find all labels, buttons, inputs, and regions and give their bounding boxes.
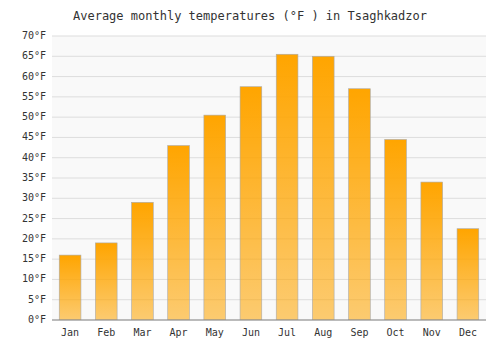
x-tick-label: Aug	[314, 327, 332, 338]
grid-line	[52, 157, 486, 158]
bar	[276, 54, 298, 320]
bar	[385, 139, 407, 320]
x-tick-label: Dec	[459, 327, 477, 338]
y-axis: 0°F 5°F 10°F 15°F 20°F 25°F 30°F 35°F 40°F 45°F 50…	[22, 30, 46, 325]
bar	[204, 115, 226, 320]
x-axis: Jan Feb Mar Apr May Jun Jul Aug Sep Oct Nov Dec	[52, 320, 486, 338]
x-tick-label: Sep	[350, 327, 368, 338]
y-tick-label: 40°F	[22, 152, 46, 163]
x-axis-line	[52, 320, 486, 321]
plot-background	[52, 36, 486, 320]
y-tick-label: 35°F	[22, 172, 46, 183]
grid-line	[52, 178, 486, 179]
x-tick-label: Apr	[170, 327, 188, 338]
y-tick-label: 20°F	[22, 233, 46, 244]
grid-line	[52, 96, 486, 97]
bar	[59, 255, 81, 320]
y-tick-label: 60°F	[22, 71, 46, 82]
grid-line	[52, 76, 486, 77]
y-tick-label: 15°F	[22, 253, 46, 264]
y-tick-label: 0°F	[28, 314, 46, 325]
y-tick-label: 25°F	[22, 213, 46, 224]
bar	[312, 56, 334, 320]
bar	[240, 87, 262, 320]
y-tick-label: 5°F	[28, 294, 46, 305]
chart: 0°F 5°F 10°F 15°F 20°F 25°F 30°F 35°F 40°F 45°F 50…	[0, 0, 500, 350]
y-tick-label: 50°F	[22, 111, 46, 122]
y-tick-label: 45°F	[22, 131, 46, 142]
grid	[52, 36, 486, 320]
title: Average monthly temperatures (°F ) in Ts…	[73, 9, 427, 23]
bar	[168, 146, 190, 320]
bars	[59, 54, 479, 320]
y-tick-label: 70°F	[22, 30, 46, 41]
grid-line	[52, 36, 486, 37]
x-tick-label: Feb	[97, 327, 115, 338]
grid-line	[52, 137, 486, 138]
y-tick-label: 55°F	[22, 91, 46, 102]
x-tick-label: Jan	[61, 327, 79, 338]
bar	[132, 202, 154, 320]
y-tick-label: 10°F	[22, 273, 46, 284]
x-tick-label: May	[206, 327, 224, 338]
bar	[421, 182, 443, 320]
bar	[349, 89, 371, 320]
x-tick-label: Mar	[133, 327, 151, 338]
bar	[95, 243, 117, 320]
grid-line	[52, 320, 486, 321]
bar	[457, 229, 479, 320]
grid-line	[52, 117, 486, 118]
x-tick-label: Oct	[387, 327, 405, 338]
y-tick-label: 30°F	[22, 192, 46, 203]
x-tick-label: Jun	[242, 327, 260, 338]
y-tick-label: 65°F	[22, 50, 46, 61]
x-tick-label: Nov	[423, 327, 441, 338]
x-tick-label: Jul	[278, 327, 296, 338]
grid-line	[52, 56, 486, 57]
